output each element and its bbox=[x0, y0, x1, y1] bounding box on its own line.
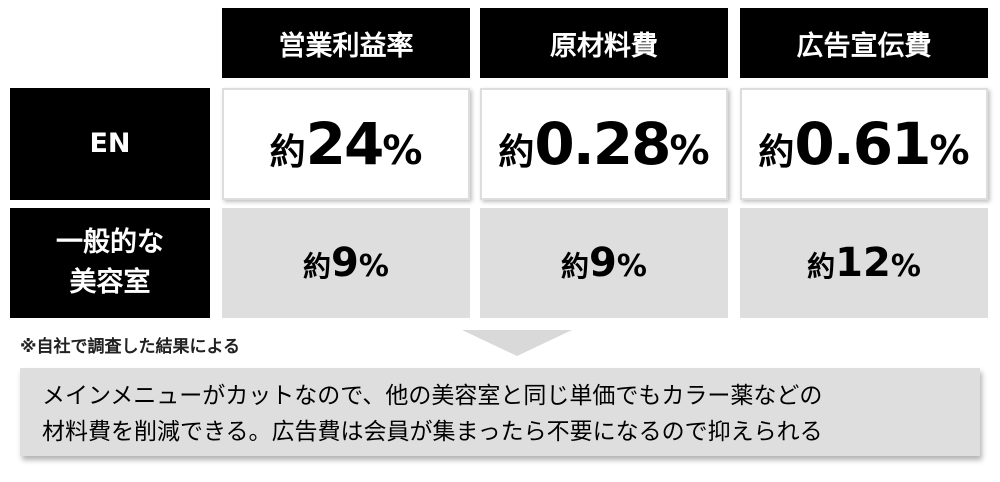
value-number: 12 bbox=[835, 240, 891, 286]
footnote: ※自社で調査した結果による bbox=[20, 337, 241, 357]
value-prefix: 約 bbox=[303, 250, 332, 283]
value-unit: % bbox=[669, 128, 710, 174]
row-label-line1: 一般的な bbox=[56, 227, 164, 258]
column-header-operating-margin: 営業利益率 bbox=[222, 8, 470, 78]
summary-line-1: メインメニューがカットなので、他の美容室と同じ単価でもカラー薬などの bbox=[42, 383, 823, 409]
general-operating-margin-cell: 約9% bbox=[222, 208, 470, 318]
value-unit: % bbox=[382, 128, 423, 174]
column-header-material-cost: 原材料費 bbox=[480, 8, 728, 78]
value-prefix: 約 bbox=[269, 132, 306, 173]
en-operating-margin-cell: 約24% bbox=[222, 88, 470, 200]
value-prefix: 約 bbox=[807, 250, 836, 283]
summary-box: メインメニューがカットなので、他の美容室と同じ単価でもカラー薬などの 材料費を削… bbox=[20, 368, 980, 456]
row-label-line2: 美容室 bbox=[69, 267, 151, 298]
down-arrow-icon bbox=[462, 330, 572, 356]
value-unit: % bbox=[890, 249, 921, 284]
summary-line-2: 材料費を削減できる。広告費は会員が集まったら不要になるので抑えられる bbox=[42, 419, 823, 445]
column-header-advertising-cost: 広告宣伝費 bbox=[740, 8, 988, 78]
value-prefix: 約 bbox=[561, 250, 590, 283]
value-number: 0.61 bbox=[794, 110, 931, 178]
general-advertising-cost-cell: 約12% bbox=[740, 208, 988, 318]
value-number: 9 bbox=[331, 240, 359, 286]
value-prefix: 約 bbox=[498, 132, 535, 173]
row-label-en: EN bbox=[10, 88, 210, 200]
row-label-general-salon: 一般的な 美容室 bbox=[10, 208, 210, 318]
general-material-cost-cell: 約9% bbox=[480, 208, 728, 318]
en-advertising-cost-cell: 約0.61% bbox=[740, 88, 988, 200]
en-material-cost-cell: 約0.28% bbox=[480, 88, 728, 200]
value-number: 0.28 bbox=[534, 110, 671, 178]
value-number: 24 bbox=[305, 110, 385, 178]
value-prefix: 約 bbox=[758, 132, 795, 173]
value-unit: % bbox=[616, 249, 647, 284]
value-unit: % bbox=[358, 249, 389, 284]
value-number: 9 bbox=[589, 240, 617, 286]
value-unit: % bbox=[929, 128, 970, 174]
